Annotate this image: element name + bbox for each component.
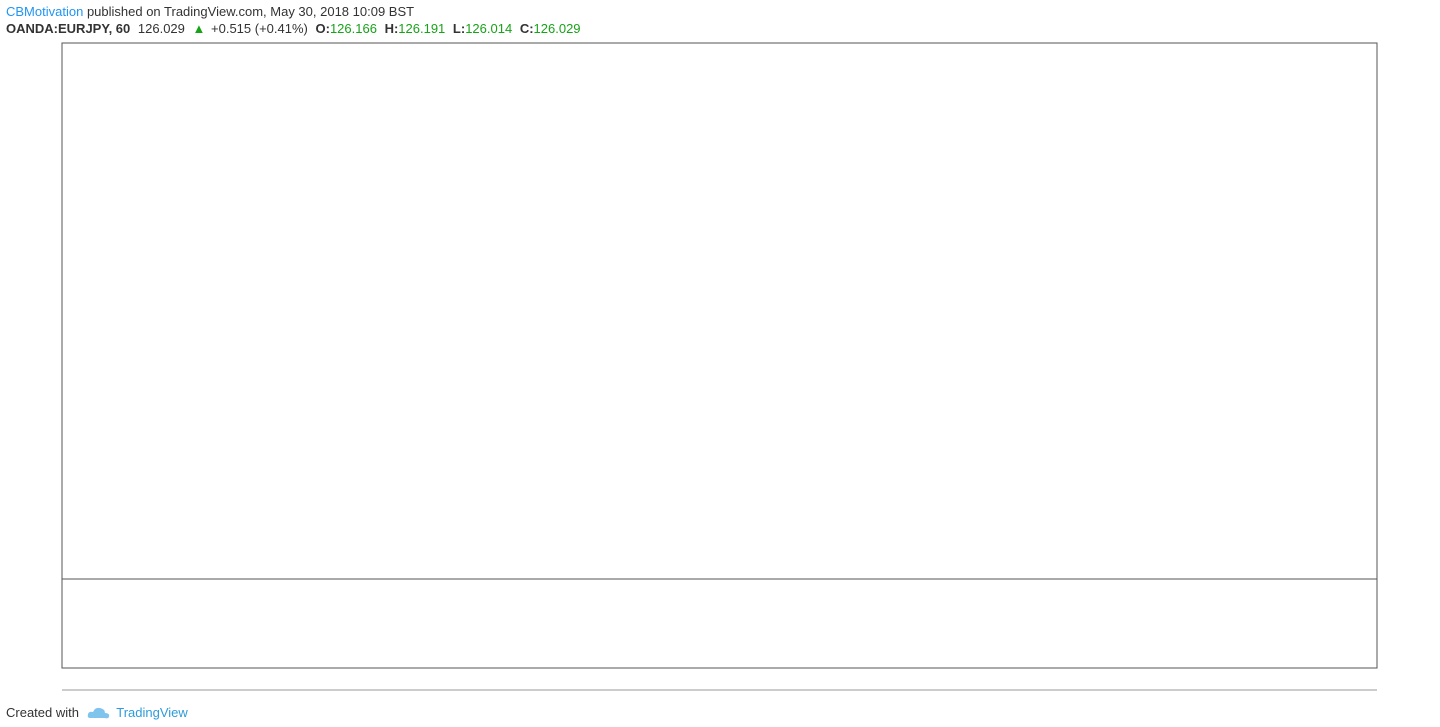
high: 126.191 bbox=[398, 21, 446, 36]
change: +0.515 (+0.41%) bbox=[211, 21, 308, 36]
plot-frame bbox=[61, 42, 1378, 669]
up-arrow: ▲ bbox=[192, 21, 206, 36]
close: 126.029 bbox=[533, 21, 581, 36]
header-line-2: OANDA:EURJPY, 60 126.029 ▲ +0.515 (+0.41… bbox=[6, 21, 585, 36]
published: published on TradingView.com, May 30, 20… bbox=[86, 4, 415, 19]
h-label: H: bbox=[384, 21, 399, 36]
o-label: O: bbox=[315, 21, 330, 36]
low: 126.014 bbox=[465, 21, 513, 36]
symbol: OANDA:EURJPY, 60 bbox=[6, 21, 131, 36]
chart bbox=[61, 42, 1378, 691]
open: 126.166 bbox=[329, 21, 377, 36]
footer: Created with TradingView bbox=[6, 701, 188, 720]
header-line-1: CBMotivation published on TradingView.co… bbox=[6, 4, 418, 19]
l-label: L: bbox=[452, 21, 466, 36]
c-label: C: bbox=[519, 21, 534, 36]
created-with: Created with bbox=[6, 705, 79, 720]
brand[interactable]: TradingView bbox=[116, 705, 188, 720]
author-link[interactable]: CBMotivation bbox=[6, 4, 84, 19]
last-price: 126.029 bbox=[137, 21, 185, 36]
tv-logo bbox=[87, 707, 109, 719]
